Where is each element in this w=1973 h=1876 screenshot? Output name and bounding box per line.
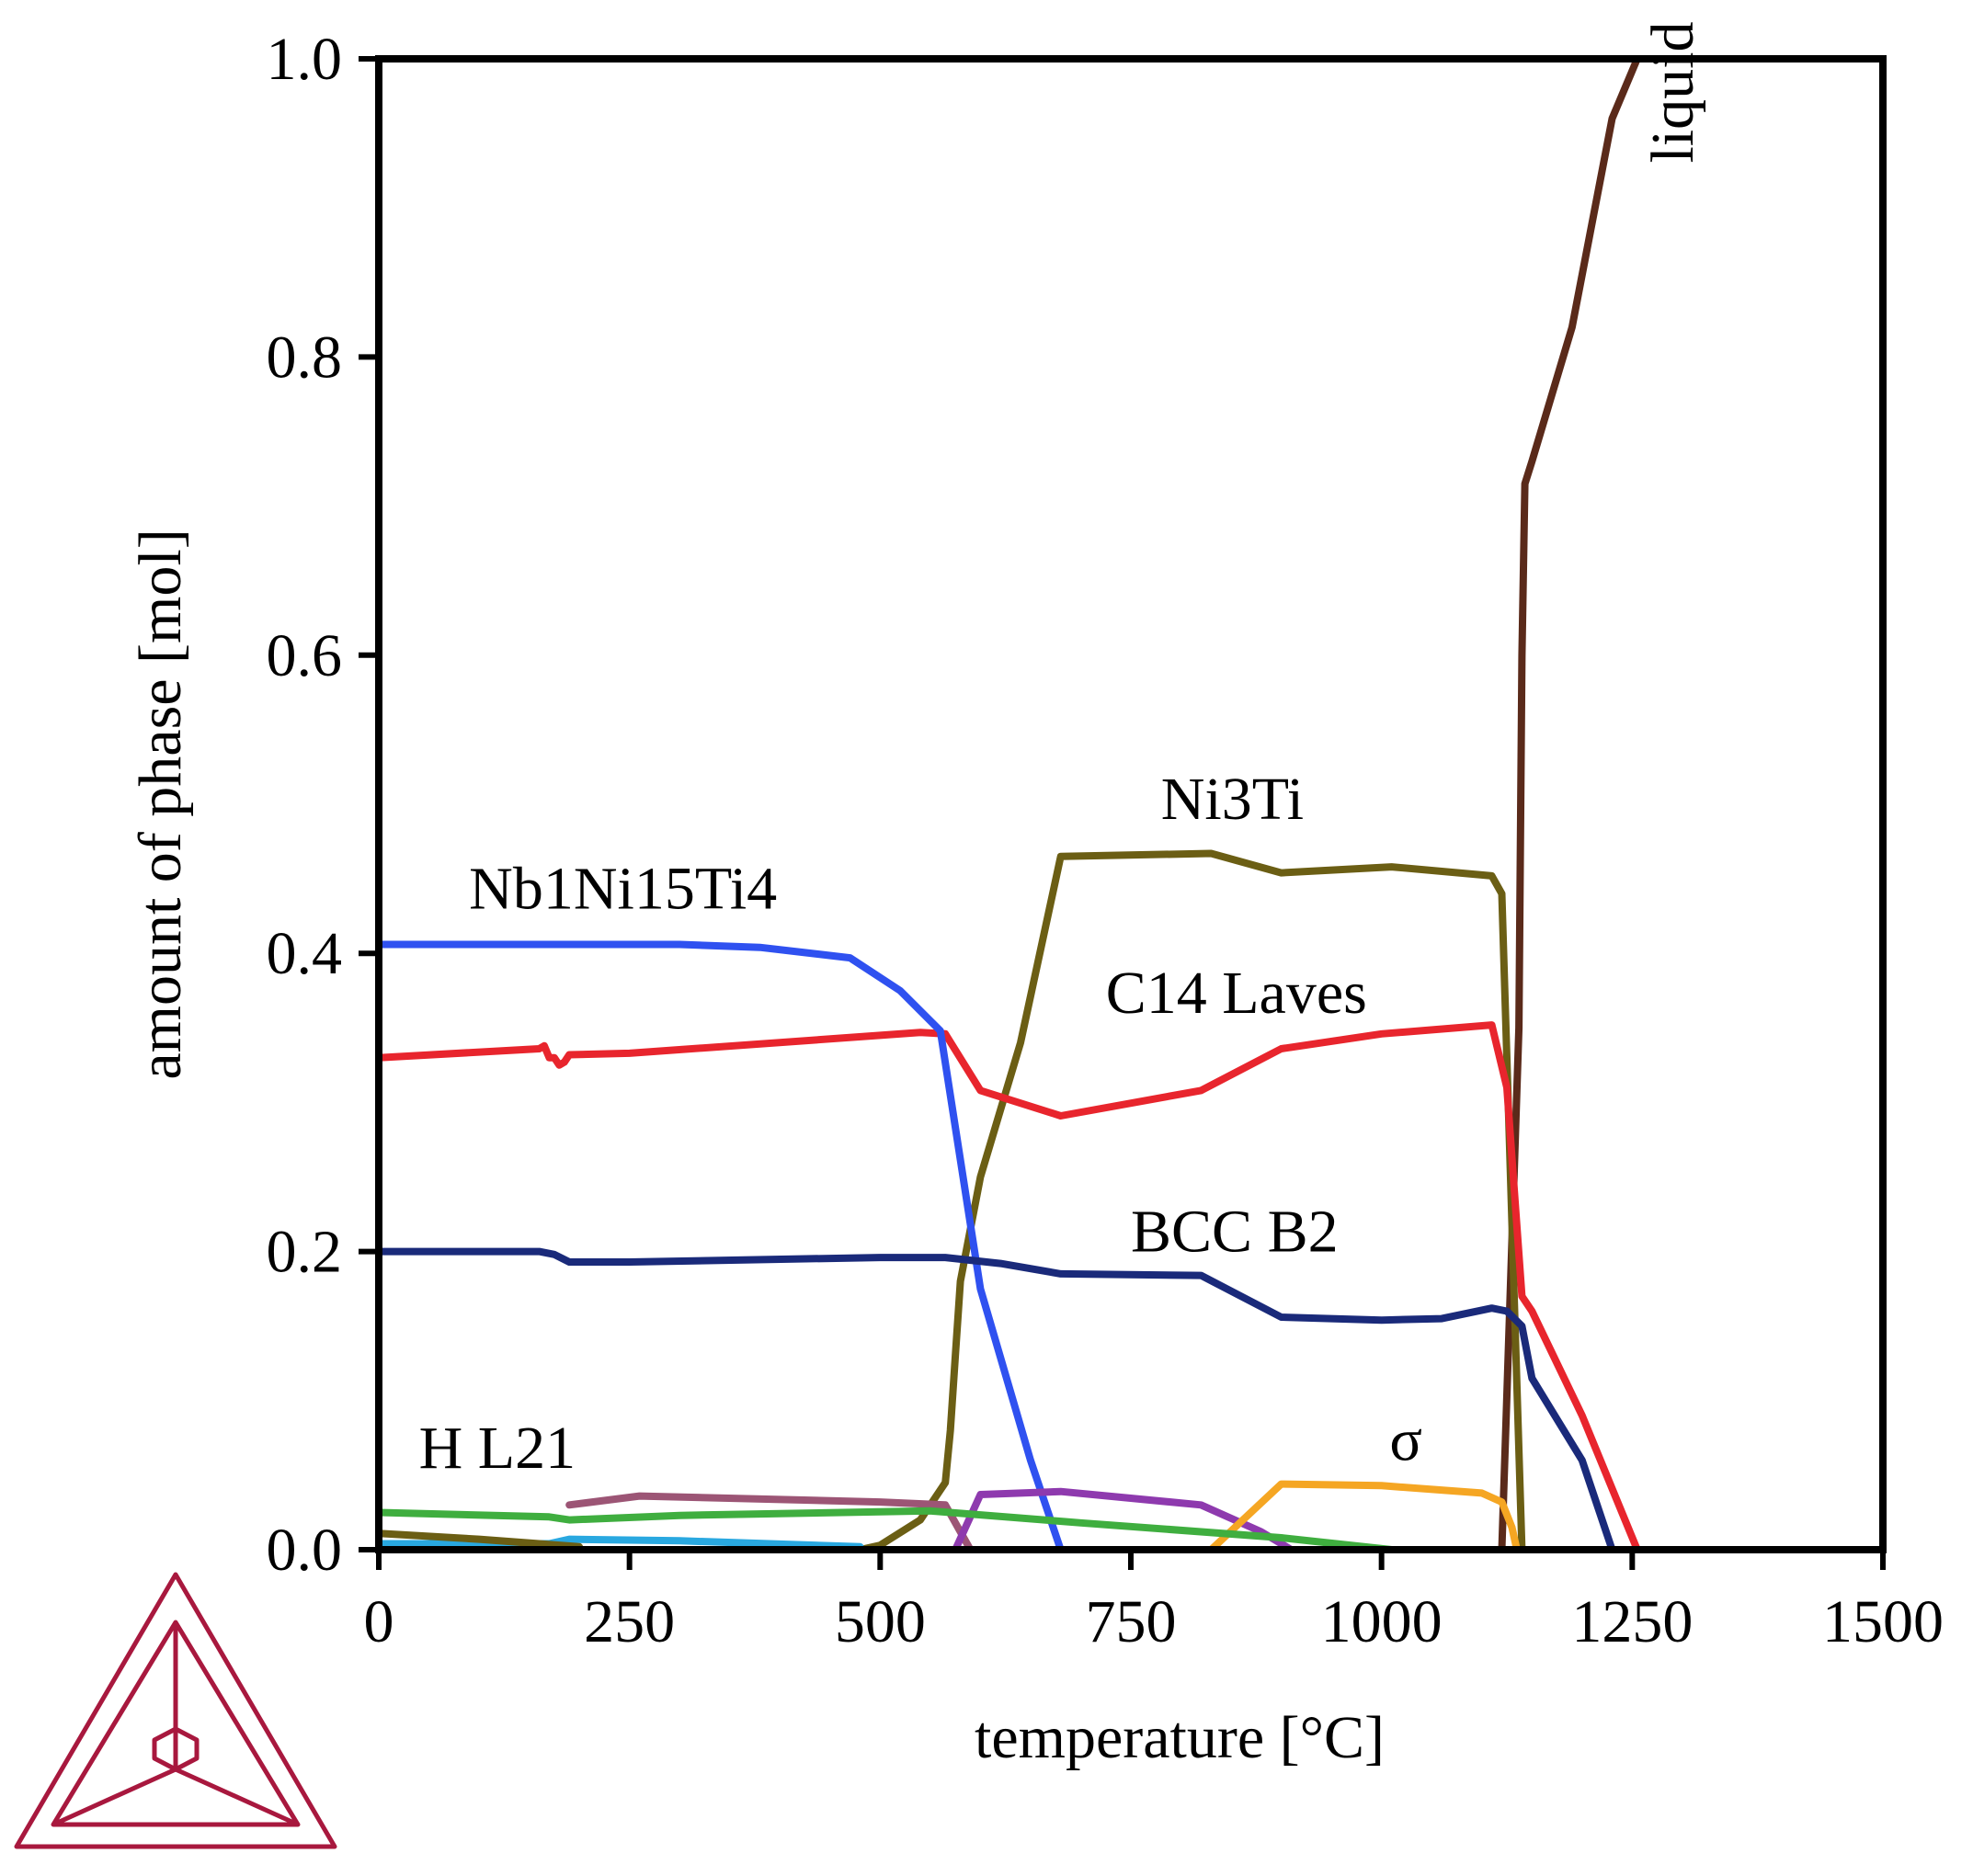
series-label: liquid (1639, 22, 1706, 164)
x-tick-label: 250 (584, 1588, 675, 1655)
series-label: Nb1Ni15Ti4 (469, 856, 777, 923)
y-tick-label: 0.6 (267, 622, 343, 689)
tick-layer: 0 250 500 750 1000 1250 1500 0.0 0.2 0.4 0.6 0.8 1.0 (267, 26, 1944, 1655)
y-tick-label: 0.8 (267, 324, 343, 391)
x-tick-label: 0 (364, 1588, 394, 1655)
series-line-bcc-b2 (375, 1247, 1616, 1553)
x-tick-label: 500 (835, 1588, 926, 1655)
y-tick-label: 0.2 (267, 1219, 343, 1286)
series-line-h-l21 (565, 1492, 975, 1553)
series-line-nb1ni15ti4 (375, 940, 1065, 1553)
x-tick-label: 1250 (1571, 1588, 1693, 1655)
x-axis-title: temperature [°C] (975, 1704, 1385, 1771)
x-tick-label: 1500 (1822, 1588, 1944, 1655)
series-label: Ni3Ti (1161, 766, 1304, 833)
y-tick-label: 0.0 (267, 1517, 343, 1584)
y-axis-title: amount of phase [mol] (127, 529, 194, 1079)
y-tick-label: 1.0 (267, 26, 343, 93)
series-line-liquid (1498, 55, 1887, 1553)
series-line-sigma (1207, 1480, 1521, 1553)
label-layer: liquid Ni3Ti Nb1Ni15Ti4 C14 Laves BCC B2 H L2… (419, 22, 1706, 1482)
plot-frame (375, 55, 1887, 1553)
x-tick-label: 750 (1086, 1588, 1177, 1655)
series-label: BCC B2 (1131, 1199, 1339, 1266)
x-tick-label: 1000 (1321, 1588, 1443, 1655)
y-tick-label: 0.4 (267, 920, 343, 987)
series-label: H L21 (419, 1415, 576, 1482)
series-line-olive-low-phase (375, 1529, 584, 1551)
series-label: C14 Laves (1106, 960, 1367, 1027)
thermocalc-logo-icon (14, 1572, 337, 1849)
series-line-green-phase (375, 1506, 1396, 1553)
series-line-c14-laves (375, 1021, 1641, 1553)
series-label: σ (1389, 1407, 1422, 1474)
series-layer (375, 55, 1887, 1553)
